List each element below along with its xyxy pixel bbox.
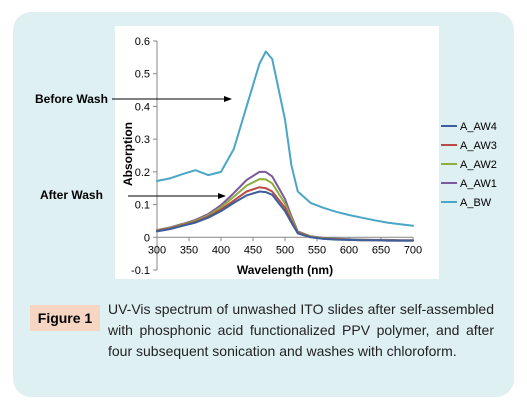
x-tick-label: 350 xyxy=(180,244,198,256)
legend-label: A_AW2 xyxy=(460,159,497,171)
legend-label: A_BW xyxy=(460,197,492,209)
series-layer xyxy=(156,50,414,242)
x-axis: 300 350 400 450 500 550 600 650 700 xyxy=(148,236,422,256)
x-tick-label: 450 xyxy=(244,244,262,256)
legend-label: A_AW4 xyxy=(460,121,497,133)
x-tick-label: 650 xyxy=(372,244,390,256)
y-axis: 0.6 0.5 0.4 0.3 0.2 0.1 0 -0.1 xyxy=(131,36,158,277)
y-tick-label: 0.1 xyxy=(135,200,150,212)
y-tick-label: 0.4 xyxy=(135,101,150,113)
y-tick-label: 0.5 xyxy=(135,69,150,81)
legend-label: A_AW1 xyxy=(460,178,497,190)
after-wash-label: After Wash xyxy=(40,188,103,202)
series-line-a-aw3 xyxy=(156,186,414,242)
legend: A_AW4 A_AW3 A_AW2 A_AW1 A_BW xyxy=(441,121,497,209)
y-tick-label: 0.3 xyxy=(135,134,150,146)
y-axis-title: Absorption xyxy=(121,122,135,186)
series-line-a-aw4 xyxy=(156,190,414,242)
figure-caption: UV-Vis spectrum of unwashed ITO slides a… xyxy=(108,301,494,359)
x-tick-label: 700 xyxy=(404,244,422,256)
y-tick-label: -0.1 xyxy=(131,265,150,277)
y-tick-label: 0.6 xyxy=(135,36,150,48)
before-wash-label: Before Wash xyxy=(35,92,108,106)
series-line-a-bw xyxy=(156,50,414,227)
figure-label: Figure 1 xyxy=(30,305,100,331)
x-tick-label: 500 xyxy=(276,244,294,256)
x-tick-label: 550 xyxy=(308,244,326,256)
x-tick-label: 300 xyxy=(148,244,166,256)
before-wash-arrowhead xyxy=(224,96,232,102)
x-tick-label: 600 xyxy=(340,244,358,256)
x-axis-title: Wavelength (nm) xyxy=(237,263,333,277)
x-tick-label: 400 xyxy=(212,244,230,256)
after-wash-arrowhead xyxy=(218,193,226,199)
y-tick-label: 0 xyxy=(144,232,150,244)
y-tick-label: 0.2 xyxy=(135,167,150,179)
legend-label: A_AW3 xyxy=(460,140,497,152)
